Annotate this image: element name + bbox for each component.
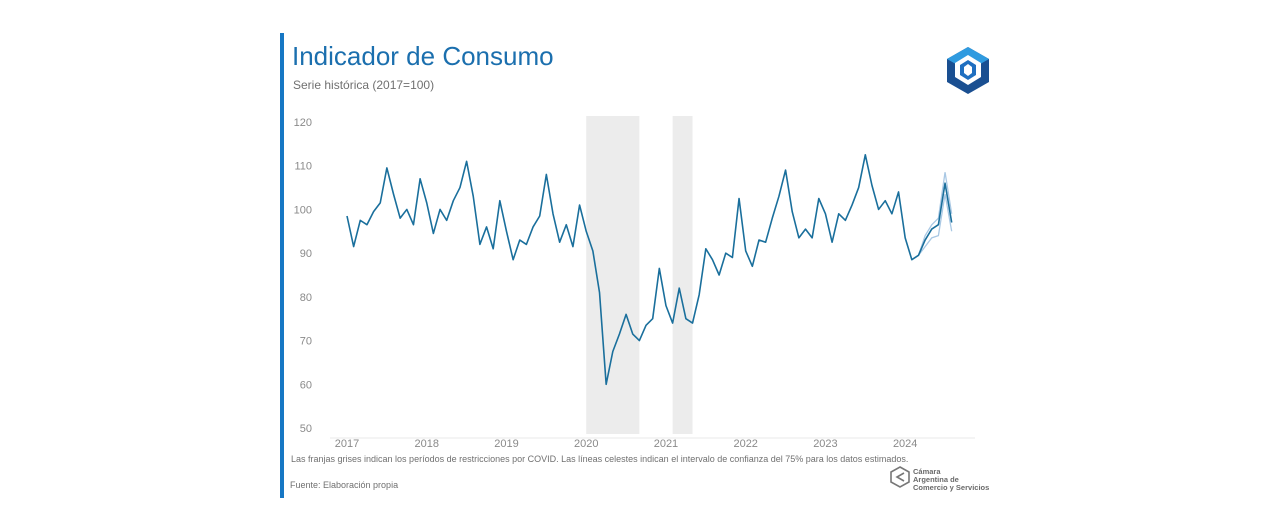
y-tick-label: 110 xyxy=(294,161,312,173)
x-tick-label: 2022 xyxy=(733,438,757,450)
y-tick-label: 60 xyxy=(300,379,312,391)
org-name: Cámara Argentina de Comercio y Servicios xyxy=(913,468,989,492)
x-tick-label: 2017 xyxy=(335,438,359,450)
org-name-line: Comercio y Servicios xyxy=(913,483,990,492)
cac-logo-icon xyxy=(890,466,910,488)
covid-shade xyxy=(586,116,640,434)
accent-bar xyxy=(280,33,284,498)
chart-title: Indicador de Consumo xyxy=(292,41,554,71)
x-tick-label: 2018 xyxy=(414,438,438,450)
y-tick-label: 50 xyxy=(300,423,312,435)
series-line xyxy=(346,153,953,386)
footnote: Las franjas grises indican los períodos … xyxy=(291,454,909,464)
y-tick-label: 120 xyxy=(294,117,312,129)
x-tick-label: 2024 xyxy=(893,438,917,450)
org-name-line: Cámara xyxy=(913,467,941,476)
y-tick-label: 80 xyxy=(300,292,312,304)
covid-shade xyxy=(672,116,693,434)
y-tick-label: 70 xyxy=(300,336,312,348)
y-tick-label: 90 xyxy=(300,248,312,260)
x-tick-label: 2023 xyxy=(813,438,837,450)
confidence-lower-line xyxy=(917,194,953,256)
confidence-upper-line xyxy=(917,172,953,256)
source-note: Fuente: Elaboración propia xyxy=(290,480,399,490)
company-logo-icon xyxy=(947,47,989,94)
org-name-line: Argentina de xyxy=(913,475,959,484)
x-tick-label: 2019 xyxy=(494,438,518,450)
x-tick-label: 2020 xyxy=(574,438,598,450)
y-tick-label: 100 xyxy=(294,204,312,216)
chart-subtitle: Serie histórica (2017=100) xyxy=(293,78,435,92)
x-tick-label: 2021 xyxy=(654,438,678,450)
